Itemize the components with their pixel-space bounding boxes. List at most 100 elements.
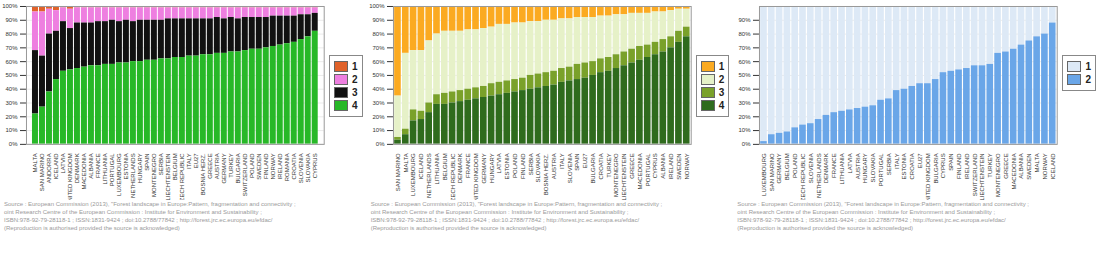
svg-text:IRELAND: IRELAND bbox=[277, 153, 283, 180]
svg-text:PORTUGAL: PORTUGAL bbox=[109, 153, 115, 186]
svg-text:AUSTRIA: AUSTRIA bbox=[214, 153, 220, 179]
svg-text:CROATIA: CROATIA bbox=[597, 153, 603, 179]
svg-text:MACEDONIA: MACEDONIA bbox=[636, 153, 642, 189]
svg-text:UNITED KINGDOM: UNITED KINGDOM bbox=[473, 153, 479, 199]
svg-text:POLAND: POLAND bbox=[249, 153, 255, 178]
svg-text:40%: 40% bbox=[739, 86, 752, 92]
svg-text:PORTUGAL: PORTUGAL bbox=[878, 153, 884, 186]
svg-text:ICELAND: ICELAND bbox=[1050, 153, 1056, 180]
svg-text:70%: 70% bbox=[6, 45, 19, 51]
svg-text:GREECE: GREECE bbox=[1003, 153, 1009, 178]
svg-text:CZECH REPUBLIC: CZECH REPUBLIC bbox=[179, 153, 185, 200]
svg-text:50%: 50% bbox=[739, 72, 752, 78]
svg-text:30%: 30% bbox=[6, 100, 19, 106]
svg-text:100%: 100% bbox=[2, 3, 18, 9]
svg-text:SAN MARINO: SAN MARINO bbox=[769, 153, 775, 191]
svg-text:CYPRUS: CYPRUS bbox=[312, 153, 318, 178]
svg-text:MONTENEGRO: MONTENEGRO bbox=[151, 153, 157, 197]
svg-text:SERBIA: SERBIA bbox=[158, 153, 164, 175]
svg-text:ICELAND: ICELAND bbox=[418, 153, 424, 180]
svg-text:LITHUANIA: LITHUANIA bbox=[839, 153, 845, 184]
svg-text:30%: 30% bbox=[739, 100, 752, 106]
svg-text:90%: 90% bbox=[739, 17, 752, 23]
svg-text:MALTA: MALTA bbox=[402, 153, 408, 172]
svg-text:EU27: EU27 bbox=[193, 153, 199, 169]
svg-text:AUSTRIA: AUSTRIA bbox=[855, 153, 861, 179]
svg-text:DENMARK: DENMARK bbox=[74, 153, 80, 183]
svg-text:LUXEMBOURG: LUXEMBOURG bbox=[410, 153, 416, 196]
svg-text:BOSNIA HERZ.: BOSNIA HERZ. bbox=[200, 153, 206, 195]
svg-text:80%: 80% bbox=[739, 31, 752, 37]
svg-text:ITALY: ITALY bbox=[894, 153, 900, 169]
svg-text:60%: 60% bbox=[739, 59, 752, 65]
svg-text:TURKEY: TURKEY bbox=[605, 153, 611, 177]
svg-text:80%: 80% bbox=[6, 31, 19, 37]
svg-text:80%: 80% bbox=[372, 31, 385, 37]
svg-text:ROMANIA: ROMANIA bbox=[284, 153, 290, 181]
svg-text:ANDORRA: ANDORRA bbox=[46, 153, 52, 183]
svg-text:UNITED KINGDOM: UNITED KINGDOM bbox=[925, 153, 931, 199]
svg-text:SPAIN: SPAIN bbox=[574, 153, 580, 171]
svg-text:MONTENEGRO: MONTENEGRO bbox=[613, 153, 619, 197]
svg-text:LUXEMBOURG: LUXEMBOURG bbox=[116, 153, 122, 196]
svg-text:TURKEY: TURKEY bbox=[988, 153, 994, 177]
svg-text:NETHERLANDS: NETHERLANDS bbox=[816, 153, 822, 198]
svg-text:40%: 40% bbox=[372, 86, 385, 92]
svg-text:SPAIN: SPAIN bbox=[144, 153, 150, 171]
svg-text:LUXEMBOURG: LUXEMBOURG bbox=[761, 153, 767, 196]
svg-text:FINLAND: FINLAND bbox=[519, 153, 525, 179]
svg-text:SWEDEN: SWEDEN bbox=[256, 153, 262, 179]
svg-text:NETHERLANDS: NETHERLANDS bbox=[426, 153, 432, 198]
svg-text:IRELAND: IRELAND bbox=[668, 153, 674, 180]
svg-text:HUNGARY: HUNGARY bbox=[863, 153, 869, 183]
svg-text:60%: 60% bbox=[372, 59, 385, 65]
svg-text:UNITED KINGDOM: UNITED KINGDOM bbox=[67, 153, 73, 199]
svg-text:GREECE: GREECE bbox=[207, 153, 213, 178]
svg-text:SLOVAKIA: SLOVAKIA bbox=[870, 153, 876, 182]
svg-text:NORWAY: NORWAY bbox=[683, 153, 689, 179]
svg-text:EU27: EU27 bbox=[917, 153, 923, 169]
svg-text:ALBANIA: ALBANIA bbox=[88, 153, 94, 178]
svg-text:FRANCE: FRANCE bbox=[831, 153, 837, 178]
svg-text:0%: 0% bbox=[9, 141, 18, 147]
svg-text:60%: 60% bbox=[6, 59, 19, 65]
svg-text:LIECHTENSTEIN: LIECHTENSTEIN bbox=[980, 153, 986, 199]
svg-text:SLOVENIA: SLOVENIA bbox=[566, 153, 572, 183]
svg-text:LATVIA: LATVIA bbox=[60, 153, 66, 173]
svg-text:POLAND: POLAND bbox=[512, 153, 518, 178]
svg-text:MACEDONIA: MACEDONIA bbox=[1011, 153, 1017, 189]
svg-text:LATVIA: LATVIA bbox=[496, 153, 502, 173]
svg-text:20%: 20% bbox=[6, 114, 19, 120]
svg-text:SWEDEN: SWEDEN bbox=[1027, 153, 1033, 179]
svg-text:DENMARK: DENMARK bbox=[824, 153, 830, 183]
svg-text:POLAND: POLAND bbox=[792, 153, 798, 178]
svg-text:ALBANIA: ALBANIA bbox=[660, 153, 666, 178]
svg-text:ICELAND: ICELAND bbox=[53, 153, 59, 180]
svg-text:TURKEY: TURKEY bbox=[228, 153, 234, 177]
svg-text:LIECHTENSTEIN: LIECHTENSTEIN bbox=[165, 153, 171, 199]
svg-text:SLOVENIA: SLOVENIA bbox=[298, 153, 304, 183]
svg-text:BULGARIA: BULGARIA bbox=[235, 153, 241, 183]
svg-text:10%: 10% bbox=[6, 127, 19, 133]
svg-text:FRANCE: FRANCE bbox=[465, 153, 471, 178]
svg-text:HUNGARY: HUNGARY bbox=[488, 153, 494, 183]
svg-text:SWEDEN: SWEDEN bbox=[676, 153, 682, 179]
svg-text:10%: 10% bbox=[372, 127, 385, 133]
svg-text:BULGARIA: BULGARIA bbox=[933, 153, 939, 183]
svg-text:CYPRUS: CYPRUS bbox=[941, 153, 947, 178]
svg-text:CYPRUS: CYPRUS bbox=[652, 153, 658, 178]
svg-text:BELGIUM: BELGIUM bbox=[785, 153, 791, 180]
svg-text:BULGARIA: BULGARIA bbox=[590, 153, 596, 183]
svg-text:ITALY: ITALY bbox=[186, 153, 192, 169]
svg-text:AUSTRIA: AUSTRIA bbox=[551, 153, 557, 179]
svg-text:BOSNIA HERZ.: BOSNIA HERZ. bbox=[543, 153, 549, 195]
svg-text:SLOVAKIA: SLOVAKIA bbox=[535, 153, 541, 182]
svg-text:0%: 0% bbox=[376, 141, 385, 147]
svg-text:GERMANY: GERMANY bbox=[221, 153, 227, 183]
svg-text:SWITZERLAND: SWITZERLAND bbox=[972, 153, 978, 197]
svg-text:20%: 20% bbox=[739, 114, 752, 120]
svg-text:90%: 90% bbox=[6, 17, 19, 23]
svg-text:SWITZERLAND: SWITZERLAND bbox=[242, 153, 248, 197]
svg-text:100%: 100% bbox=[369, 3, 385, 9]
svg-text:CROATIA: CROATIA bbox=[291, 153, 297, 179]
